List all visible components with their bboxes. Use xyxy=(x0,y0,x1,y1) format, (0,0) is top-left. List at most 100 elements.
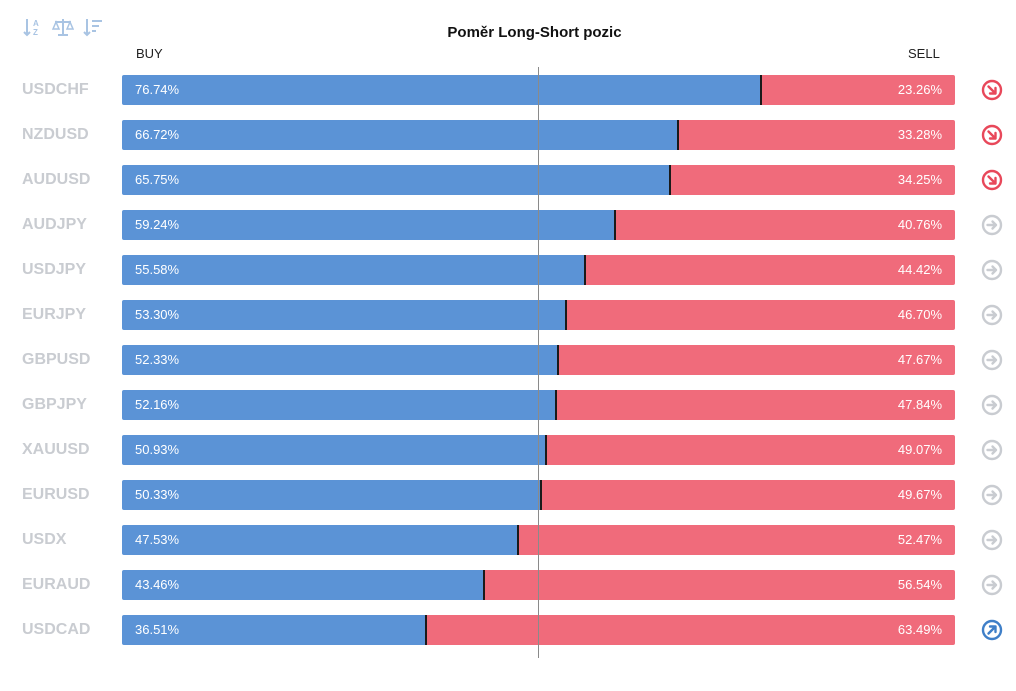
ratio-bar[interactable]: 65.75% 34.25% xyxy=(122,165,955,195)
buy-value-label: 50.93% xyxy=(135,442,180,457)
ratio-bar[interactable]: 47.53% 52.47% xyxy=(122,525,955,555)
bar-row: EURAUD 43.46% 56.54% xyxy=(0,570,1016,600)
ratio-bar[interactable]: 55.58% 44.42% xyxy=(122,255,955,285)
ratio-bar[interactable]: 43.46% 56.54% xyxy=(122,570,955,600)
svg-text:Z: Z xyxy=(33,28,38,37)
arrow-down-right-circle-icon[interactable] xyxy=(981,79,1003,101)
ratio-bar[interactable]: 66.72% 33.28% xyxy=(122,120,955,150)
arrow-down-right-circle-icon[interactable] xyxy=(981,124,1003,146)
arrow-right-circle-icon[interactable] xyxy=(981,439,1003,461)
arrow-right-circle-icon[interactable] xyxy=(981,529,1003,551)
arrow-right-circle-icon[interactable] xyxy=(981,259,1003,281)
sell-bar xyxy=(566,300,955,330)
buy-bar xyxy=(122,75,762,105)
buy-bar xyxy=(122,165,670,195)
sell-value-label: 44.42% xyxy=(897,262,942,277)
symbol-label[interactable]: XAUUSD xyxy=(22,441,90,458)
ratio-bar[interactable]: 59.24% 40.76% xyxy=(122,210,955,240)
ratio-bar[interactable]: 36.51% 63.49% xyxy=(122,615,955,645)
ratio-bar[interactable]: 52.16% 47.84% xyxy=(122,390,955,420)
arrow-right-circle-icon[interactable] xyxy=(981,214,1003,236)
symbol-label[interactable]: USDJPY xyxy=(22,261,87,278)
buy-bar xyxy=(122,615,427,645)
buy-bar xyxy=(122,255,585,285)
arrow-right-circle-icon[interactable] xyxy=(981,394,1003,416)
ratio-divider xyxy=(545,435,548,465)
sort-desc-icon[interactable] xyxy=(82,16,104,38)
symbol-label[interactable]: AUDUSD xyxy=(22,171,91,188)
sell-bar xyxy=(484,570,955,600)
ratio-bar[interactable]: 53.30% 46.70% xyxy=(122,300,955,330)
buy-value-label: 59.24% xyxy=(135,217,180,232)
bar-row: GBPJPY 52.16% 47.84% xyxy=(0,390,1016,420)
arrow-right-circle-icon[interactable] xyxy=(981,484,1003,506)
sell-value-label: 46.70% xyxy=(897,307,942,322)
ratio-divider xyxy=(583,255,586,285)
sell-bar xyxy=(541,480,955,510)
ratio-divider xyxy=(760,75,763,105)
symbol-label[interactable]: EURAUD xyxy=(22,576,91,593)
sell-bar xyxy=(517,525,955,555)
ratio-bar[interactable]: 76.74% 23.26% xyxy=(122,75,955,105)
buy-bar xyxy=(122,435,547,465)
symbol-label[interactable]: NZDUSD xyxy=(22,126,89,143)
ratio-divider xyxy=(555,390,558,420)
ratio-divider xyxy=(556,345,559,375)
sell-bar xyxy=(669,165,955,195)
arrow-up-right-circle-icon[interactable] xyxy=(981,619,1003,641)
buy-value-label: 53.30% xyxy=(135,307,180,322)
center-50-line xyxy=(538,67,539,658)
balance-icon[interactable] xyxy=(52,16,74,38)
buy-value-label: 76.74% xyxy=(135,82,180,97)
bar-row: NZDUSD 66.72% 33.28% xyxy=(0,120,1016,150)
bar-row: AUDUSD 65.75% 34.25% xyxy=(0,165,1016,195)
symbol-label[interactable]: USDCHF xyxy=(22,81,89,98)
ratio-bar[interactable]: 52.33% 47.67% xyxy=(122,345,955,375)
sort-az-icon[interactable]: A Z xyxy=(22,16,44,38)
buy-bar xyxy=(122,300,566,330)
symbol-label[interactable]: EURUSD xyxy=(22,486,90,503)
buy-legend-label: BUY xyxy=(136,46,163,61)
sell-value-label: 49.07% xyxy=(897,442,942,457)
sell-value-label: 56.54% xyxy=(897,577,942,592)
sell-bar xyxy=(556,390,955,420)
sell-bar xyxy=(546,435,955,465)
symbol-label[interactable]: USDX xyxy=(22,531,67,548)
bar-row: EURJPY 53.30% 46.70% xyxy=(0,300,1016,330)
sell-value-label: 47.84% xyxy=(897,397,942,412)
bar-row: USDJPY 55.58% 44.42% xyxy=(0,255,1016,285)
ratio-bar[interactable]: 50.93% 49.07% xyxy=(122,435,955,465)
sell-value-label: 63.49% xyxy=(897,622,942,637)
arrow-right-circle-icon[interactable] xyxy=(981,304,1003,326)
ratio-divider xyxy=(676,120,679,150)
buy-value-label: 65.75% xyxy=(135,172,180,187)
sell-value-label: 33.28% xyxy=(897,127,942,142)
ratio-divider xyxy=(540,480,543,510)
symbol-label[interactable]: AUDJPY xyxy=(22,216,87,233)
symbol-label[interactable]: EURJPY xyxy=(22,306,87,323)
buy-value-label: 47.53% xyxy=(135,532,180,547)
buy-bar xyxy=(122,210,616,240)
bar-row: USDCHF 76.74% 23.26% xyxy=(0,75,1016,105)
bar-row: EURUSD 50.33% 49.67% xyxy=(0,480,1016,510)
bar-row: USDCAD 36.51% 63.49% xyxy=(0,615,1016,645)
buy-value-label: 55.58% xyxy=(135,262,180,277)
symbol-label[interactable]: GBPUSD xyxy=(22,351,91,368)
buy-value-label: 52.16% xyxy=(135,397,180,412)
arrow-right-circle-icon[interactable] xyxy=(981,349,1003,371)
sell-bar xyxy=(677,120,955,150)
ratio-divider xyxy=(516,525,519,555)
symbol-label[interactable]: USDCAD xyxy=(22,621,91,638)
arrow-right-circle-icon[interactable] xyxy=(981,574,1003,596)
svg-text:A: A xyxy=(33,19,39,28)
ratio-divider xyxy=(483,570,486,600)
arrow-down-right-circle-icon[interactable] xyxy=(981,169,1003,191)
sell-bar xyxy=(557,345,955,375)
ratio-divider xyxy=(425,615,428,645)
ratio-divider xyxy=(668,165,671,195)
bar-row: USDX 47.53% 52.47% xyxy=(0,525,1016,555)
ratio-bar[interactable]: 50.33% 49.67% xyxy=(122,480,955,510)
symbol-label[interactable]: GBPJPY xyxy=(22,396,87,413)
buy-value-label: 36.51% xyxy=(135,622,180,637)
sell-bar xyxy=(761,75,955,105)
